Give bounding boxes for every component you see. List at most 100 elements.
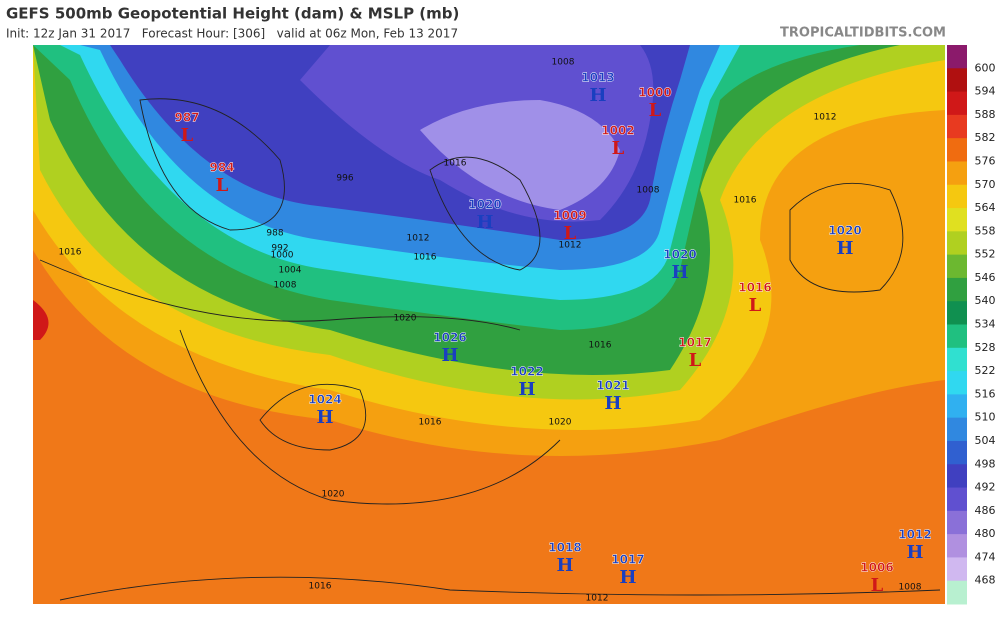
isobar-label: 988 [266,229,283,239]
isobar-label: 1012 [407,234,430,244]
isobar-label: 1008 [899,583,922,593]
colorbar-bin [947,114,967,139]
center-pressure: 1002 [601,124,634,138]
colorbar-label: 576 [975,154,996,167]
isobar-label: 996 [336,174,353,184]
isobar-label: 1004 [279,266,302,276]
colorbar-label: 522 [975,364,996,377]
center-letter: L [181,125,194,146]
center-pressure: 1020 [663,248,696,262]
isobars [39,98,941,601]
colorbar-label: 588 [975,108,996,121]
isobar-label: 1008 [274,281,297,291]
center-letter: H [604,393,621,414]
colorbar-label: 516 [975,387,996,400]
center-letter: H [589,85,606,106]
isobar-label: 1016 [414,253,437,263]
colorbar-label: 570 [975,178,996,191]
center-letter: H [671,262,688,283]
center-pressure: 1021 [596,379,629,393]
colorbar-label: 582 [975,131,996,144]
center-letter: H [316,407,333,428]
center-pressure: 1022 [510,365,543,379]
colorbar-label: 492 [975,481,996,494]
colorbar: 600 594 588 582 576 570 564 558 552 546 540 534 528 5… [947,45,996,605]
center-pressure: 1020 [828,224,861,238]
colorbar-label: 552 [975,248,996,261]
colorbar-label: 480 [975,527,996,540]
center-pressure: 1009 [553,209,586,223]
center-pressure: 1016 [738,281,771,295]
colorbar-label: 558 [975,224,996,237]
colorbar-label: 486 [975,504,996,517]
height-field [33,45,945,604]
colorbar-bin [947,347,967,372]
colorbar-label: 546 [975,271,996,284]
center-pressure: 1000 [638,86,671,100]
colorbar-label: 468 [975,574,996,587]
center-pressure: 1024 [308,393,341,407]
colorbar-bin [947,68,967,93]
center-letter: L [749,295,762,316]
center-letter: H [906,542,923,563]
isobar-label: 1016 [589,341,612,351]
colorbar-bin [947,557,967,582]
colorbar-bin [947,417,967,442]
title: GEFS 500mb Geopotential Height (dam) & M… [6,5,459,23]
isobar-label: 1016 [419,418,442,428]
isobar-label: 1016 [59,248,82,258]
colorbar-bin [947,371,967,395]
isobar-label: 1000 [271,251,294,261]
colorbar-label: 564 [975,201,996,214]
colorbar-label: 540 [975,294,996,307]
colorbar-bin [947,301,967,325]
isobar-label: 1020 [322,490,345,500]
isobar-label: 1012 [559,241,582,251]
center-pressure: 984 [209,161,234,175]
center-pressure: 1012 [898,528,931,542]
colorbar-label: 528 [975,341,996,354]
subtitle: Init: 12z Jan 31 2017 Forecast Hour: [30… [6,27,458,41]
colorbar-label: 600 [975,61,996,74]
center-pressure: 1018 [548,541,581,555]
center-letter: L [649,100,662,121]
isobar-label: 1012 [814,113,837,123]
center-letter: L [564,223,577,244]
isobar-label: 1020 [549,418,572,428]
colorbar-bin [947,91,967,116]
center-letter: L [216,175,229,196]
center-letter: H [476,212,493,233]
center-pressure: 987 [174,111,199,125]
colorbar-label: 594 [975,85,996,98]
center-letter: H [836,238,853,259]
center-pressure: 1017 [678,336,711,350]
contour-labels: 1016 1000 1004 1008 988 992 996 1020 1016 1012 101… [59,58,922,604]
colorbar-bin [947,580,967,605]
colorbar-bin [947,277,967,302]
site-name: TROPICALTIDBITS.COM [780,26,946,41]
colorbar-label: 474 [975,550,996,563]
colorbar-label: 510 [975,411,996,424]
colorbar-bin [947,534,967,558]
colorbar-bin [947,138,967,162]
center-pressure: 1017 [611,553,644,567]
isobar-label: 1016 [309,582,332,592]
colorbar-label: 504 [975,434,996,447]
colorbar-bin [947,161,967,186]
isobar-label: 1008 [552,58,575,68]
colorbar-bin [947,464,967,489]
isobar-label: 1008 [637,186,660,196]
colorbar-label: 534 [975,318,996,331]
center-letter: H [441,345,458,366]
center-pressure: 1026 [433,331,466,345]
center-letter: H [556,555,573,576]
center-pressure: 1006 [860,561,893,575]
center-pressure: 1020 [468,198,501,212]
center-letter: L [871,575,884,596]
colorbar-bin [947,440,967,465]
colorbar-bin [947,324,967,349]
colorbar-bin [947,231,967,256]
